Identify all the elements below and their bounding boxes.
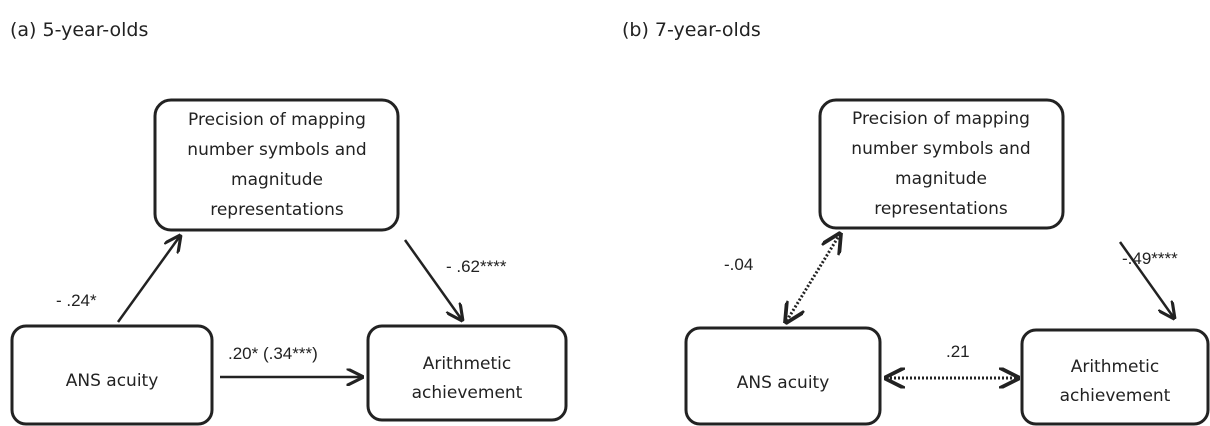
dotted-arrow xyxy=(786,234,840,322)
node-label: representations xyxy=(210,200,344,220)
arrow xyxy=(1118,241,1174,318)
edge-label: -.49**** xyxy=(1122,249,1178,268)
edge-label: .21 xyxy=(946,342,970,361)
arrow xyxy=(116,236,180,323)
node-label: Precision of mapping xyxy=(852,109,1030,129)
node-box xyxy=(1020,328,1210,426)
node-box xyxy=(818,98,1065,230)
node-label: Arithmetic xyxy=(1071,357,1160,377)
edge-label: .20* (.34***) xyxy=(228,344,318,363)
edge-label: -.04 xyxy=(724,255,753,274)
node-label: number symbols and xyxy=(187,140,366,160)
node-box xyxy=(153,98,400,232)
panel-b: (b) 7-year-olds Precision of mapping num… xyxy=(622,19,1210,426)
node-label: representations xyxy=(874,199,1008,219)
node-label: ANS acuity xyxy=(66,371,159,391)
arrow xyxy=(403,239,462,320)
node-box xyxy=(684,326,882,426)
edge-label: - .24* xyxy=(56,291,97,310)
edge-label: - .62**** xyxy=(446,257,507,276)
panel-title: (b) 7-year-olds xyxy=(622,19,761,41)
node-label: number symbols and xyxy=(851,139,1030,159)
node-label: ANS acuity xyxy=(737,373,830,393)
node-label: magnitude xyxy=(895,169,987,189)
node-label: achievement xyxy=(412,383,523,403)
panel-a: (a) 5-year-olds Precision of mapping num… xyxy=(10,19,568,426)
node-box xyxy=(366,324,568,422)
node-label: Precision of mapping xyxy=(188,110,366,130)
panel-title: (a) 5-year-olds xyxy=(10,19,148,41)
node-label: magnitude xyxy=(231,170,323,190)
node-label: achievement xyxy=(1060,386,1171,406)
node-box xyxy=(10,324,214,426)
node-label: Arithmetic xyxy=(423,354,512,374)
